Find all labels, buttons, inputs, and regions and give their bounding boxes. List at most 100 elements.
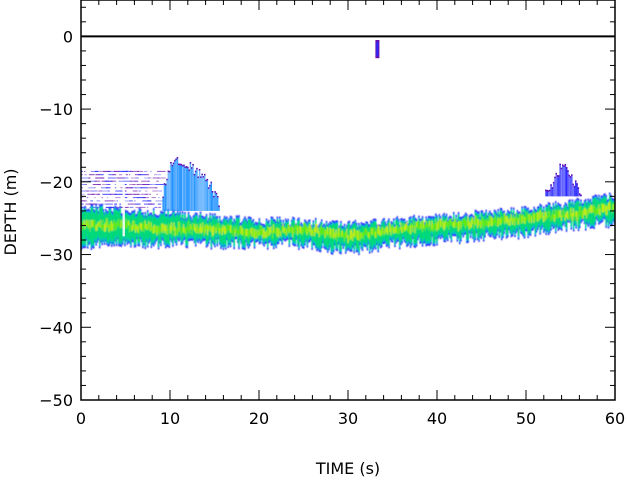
band-column-core (167, 228, 169, 235)
band-column-green (413, 218, 415, 243)
band-column-core (253, 228, 256, 239)
band-column-core (369, 232, 371, 240)
band-column-core (316, 224, 318, 233)
noise-stripe (93, 203, 100, 205)
band-column-core (473, 220, 475, 229)
plume-edge (183, 164, 185, 167)
band-column-green (498, 218, 501, 234)
noise-stripe (101, 177, 105, 179)
noise-stripe (119, 190, 122, 192)
plume-edge (571, 174, 573, 176)
noise-stripe (106, 184, 111, 185)
noise-stripe (136, 197, 146, 199)
noise-stripe (93, 187, 96, 189)
band-column-core (82, 222, 84, 231)
band-column-core (294, 224, 297, 234)
band-column-core (193, 224, 196, 231)
band-column-core (358, 230, 360, 241)
band-column-core (487, 221, 490, 228)
band-column-green (228, 221, 231, 241)
band-column-core (600, 203, 603, 211)
plume-edge (578, 193, 581, 195)
band-column-core (609, 201, 611, 211)
band-column-core (511, 218, 514, 225)
band-column-core (309, 224, 311, 232)
plume-edge (181, 165, 184, 167)
noise-stripe (130, 170, 139, 172)
noise-stripe (121, 206, 129, 208)
plume-column (188, 169, 190, 211)
band-column-core (345, 231, 347, 238)
band-column-core (264, 231, 267, 239)
plume-edge (167, 170, 170, 173)
band-column-core (490, 216, 492, 226)
noise-stripe (144, 190, 148, 192)
plume-edge (198, 169, 201, 171)
noise-stripe (114, 193, 123, 195)
plume-column (210, 181, 212, 211)
noise-stripe (114, 203, 118, 205)
plume-edge (188, 169, 190, 171)
band-column-core (450, 218, 453, 225)
plume-edge (168, 170, 171, 173)
band-column-core (292, 227, 294, 237)
noise-stripe (155, 184, 164, 185)
noise-stripe (156, 193, 159, 195)
noise-stripe (98, 170, 103, 172)
noise-stripe (106, 203, 113, 205)
band-column-green (184, 215, 186, 235)
noise-stripe (81, 190, 89, 192)
noise-stripe (96, 193, 100, 195)
band-column-core (366, 230, 369, 236)
echo-data-layer (81, 40, 615, 256)
band-column-core (502, 217, 504, 224)
x-tick-label: 40 (427, 409, 447, 428)
band-column-core (119, 223, 121, 229)
band-column-core (287, 224, 289, 232)
band-column-core (262, 228, 264, 239)
band-column-core (430, 225, 432, 232)
band-column-core (457, 221, 460, 232)
band-column-core (89, 224, 91, 232)
band-column-core (225, 227, 227, 234)
band-column-core (509, 218, 511, 226)
band-column-core (157, 225, 160, 233)
noise-stripe (132, 197, 138, 199)
band-column-core (355, 230, 358, 239)
band-column-green (450, 220, 453, 238)
band-column-core (403, 225, 406, 232)
band-column-core (300, 226, 303, 235)
band-column-core (147, 224, 149, 230)
band-column-core (558, 211, 561, 218)
band-column-core (234, 228, 237, 237)
band-column-core (161, 223, 163, 233)
band-column-core (83, 220, 85, 226)
band-column-core (539, 210, 541, 219)
band-column-core (232, 229, 234, 237)
band-column-core (484, 220, 486, 227)
band-column-core (418, 220, 420, 230)
plume-column (209, 184, 211, 211)
band-column-core (455, 219, 457, 227)
noise-stripe (102, 170, 111, 172)
noise-stripe (101, 187, 109, 189)
band-column-green (294, 227, 297, 242)
noise-stripe (133, 193, 140, 195)
plume-edge (165, 183, 167, 186)
band-column-core (519, 213, 521, 220)
band-column-core (565, 212, 568, 218)
band-column-green (319, 225, 322, 248)
band-column-core (171, 222, 173, 231)
band-column-green (295, 227, 298, 236)
noise-stripe (112, 200, 116, 202)
band-column-core (149, 223, 151, 232)
band-column-core (156, 225, 159, 236)
plume-edge (556, 175, 559, 177)
noise-stripe (109, 206, 116, 208)
band-column-core (540, 210, 543, 220)
band-column-core (541, 212, 544, 218)
band-column-core (163, 224, 166, 233)
band-column-core (528, 213, 531, 223)
band-column-core (402, 224, 405, 233)
band-column-green (327, 227, 329, 249)
